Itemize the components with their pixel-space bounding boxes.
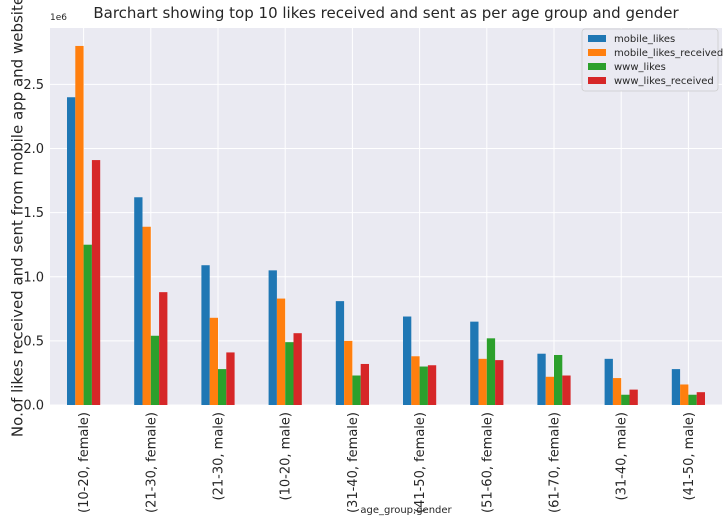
bar-mobile_likes_received [411, 356, 420, 405]
bar-www_likes_received [696, 392, 705, 405]
bars-layer [67, 45, 705, 405]
bar-www_likes_received [226, 352, 235, 405]
x-tick-label: (21-30, male) [212, 412, 227, 500]
bar-www_likes [285, 342, 294, 405]
legend-label: www_likes_received [614, 76, 714, 87]
bar-www_likes_received [293, 333, 302, 405]
y-tick-label: 1.0 [23, 270, 44, 285]
x-tick-label: (51-60, female) [480, 412, 495, 513]
bar-mobile_likes_received [612, 378, 622, 405]
legend-label: mobile_likes_received [614, 48, 723, 59]
x-axis-label: age_group,gender [360, 505, 452, 516]
y-tick-label: 0.0 [23, 399, 44, 414]
bar-mobile_likes_received [478, 358, 487, 405]
x-tick-label: (10-20, female) [77, 412, 92, 513]
legend: mobile_likes mobile_likes_received www_lik… [581, 28, 723, 92]
x-tick-label: (41-50, male) [682, 412, 697, 500]
bar-www_likes [150, 335, 160, 405]
x-tick-label: (31-40, male) [615, 412, 630, 500]
bar-www_likes_received [427, 365, 437, 405]
legend-swatch [588, 77, 606, 84]
legend-swatch [588, 63, 606, 70]
x-tick-label: (61-70, female) [548, 412, 563, 513]
bar-www_likes [218, 369, 227, 405]
y-tick-label: 1.5 [23, 206, 44, 221]
bar-mobile_likes [604, 358, 613, 405]
bar-www_likes_received [562, 375, 571, 405]
chart-title: Barchart showing top 10 likes received a… [93, 4, 679, 22]
bar-mobile_likes [134, 197, 143, 405]
bar-mobile_likes [470, 321, 479, 405]
bar-www_likes [83, 244, 92, 405]
legend-swatch [588, 49, 606, 56]
bar-www_likes [554, 354, 563, 405]
bar-mobile_likes [268, 270, 277, 405]
bar-www_likes [352, 375, 361, 405]
legend-swatch [588, 35, 606, 42]
y-tick-label: 2.0 [23, 142, 44, 157]
bar-mobile_likes_received [680, 384, 689, 405]
x-tick-label: (21-30, female) [144, 412, 159, 513]
legend-box [581, 28, 719, 92]
bar-mobile_likes [201, 265, 210, 405]
y-axis-offset-label: 1e6 [50, 13, 67, 23]
y-tick-label: 2.5 [23, 78, 44, 93]
legend-label: mobile_likes [614, 34, 675, 45]
legend-label: www_likes [614, 62, 666, 73]
bar-mobile_likes_received [209, 317, 218, 405]
bar-www_likes_received [159, 292, 168, 405]
bar-mobile_likes [335, 301, 345, 405]
bar-mobile_likes [671, 369, 681, 405]
x-tick-labels: (10-20, female) (21-30, female) (21-30, ma… [77, 412, 697, 513]
bar-www_likes [688, 394, 697, 405]
bar-mobile_likes [67, 97, 76, 405]
y-axis-label: No.of likes received and sent from mobil… [8, 0, 26, 437]
x-tick-label: (10-20, male) [279, 412, 294, 500]
bar-www_likes_received [91, 160, 101, 405]
bar-www_likes [621, 394, 630, 405]
y-tick-label: 0.5 [23, 334, 44, 349]
x-tick-label: (41-50, female) [413, 412, 428, 513]
bar-www_likes [419, 366, 428, 405]
y-tick-labels: 0.0 0.5 1.0 1.5 2.0 2.5 [23, 78, 44, 414]
bar-mobile_likes_received [545, 376, 554, 405]
bar-www_likes_received [360, 363, 369, 405]
bar-mobile_likes_received [344, 340, 353, 405]
bar-mobile_likes_received [276, 298, 286, 405]
bar-www_likes_received [495, 360, 504, 405]
bar-mobile_likes [403, 316, 412, 405]
bar-www_likes_received [629, 389, 638, 405]
bar-mobile_likes_received [142, 226, 151, 405]
bar-mobile_likes [537, 353, 546, 405]
bar-mobile_likes_received [75, 45, 84, 405]
x-tick-label: (31-40, female) [346, 412, 361, 513]
bar-www_likes [486, 338, 496, 405]
